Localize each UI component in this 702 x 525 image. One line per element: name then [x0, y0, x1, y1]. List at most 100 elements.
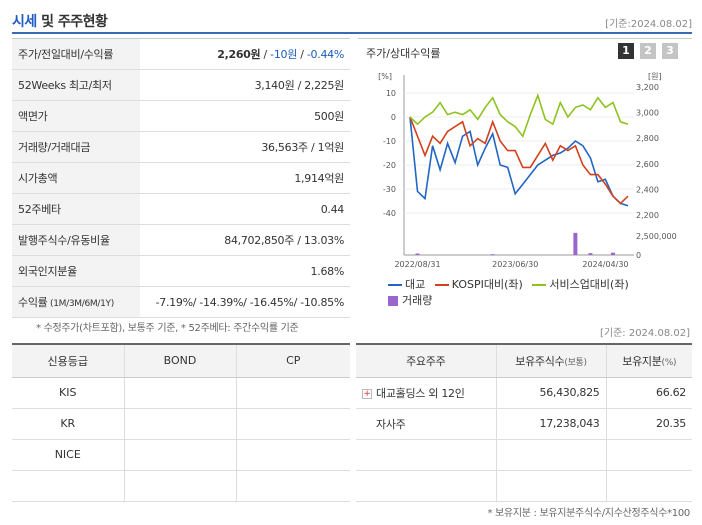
- chart-page-1-button[interactable]: 1: [618, 43, 634, 59]
- table-row: NICE: [12, 439, 350, 471]
- quote-table: 주가/전일대비/수익률 2,260원 / -10원 / -0.44% 52Wee…: [12, 38, 350, 318]
- bond-rating: [124, 470, 237, 502]
- table-row: 발행주식수/유동비율 84,702,850주 / 13.03%: [12, 224, 350, 256]
- reference-date-2: [기준: 2024.08.02]: [599, 328, 690, 339]
- separator: /: [293, 295, 301, 309]
- legend-label: KOSPI대비(좌): [451, 278, 523, 291]
- volume-value: 36,563주 / 1억원: [140, 131, 350, 163]
- title-rest: 및 주주현황: [36, 14, 108, 30]
- return-1y: -10.85%: [300, 295, 344, 309]
- bond-rating: [124, 408, 237, 440]
- table-row: KIS: [12, 377, 350, 409]
- left-axis-unit: [%]: [378, 72, 392, 81]
- empty-cell: [606, 439, 692, 471]
- empty-cell: [356, 439, 497, 471]
- holder-shares: 56,430,825: [496, 377, 607, 409]
- cp-rating: [236, 377, 350, 409]
- right-tick-label: 3,200: [636, 83, 659, 92]
- table-row: 외국인지분율 1.68%: [12, 255, 350, 287]
- left-tick-label: -30: [383, 185, 396, 194]
- table-row: 주가/전일대비/수익률 2,260원 / -10원 / -0.44%: [12, 38, 350, 70]
- agency-name: [12, 470, 125, 502]
- col-header-text: 보유주식수: [515, 354, 565, 368]
- col-header: BOND: [124, 343, 237, 378]
- price-change-pct: -0.44%: [306, 48, 344, 61]
- col-header: 주요주주: [356, 343, 497, 378]
- return-label: 수익률 (1M/3M/6M/1Y): [12, 286, 140, 318]
- foreign-label: 외국인지분율: [12, 255, 140, 287]
- shareholders-footnote: * 보유지분 : 보유지분주식수/지수산정주식수*100: [487, 508, 690, 519]
- cp-rating: [236, 439, 350, 471]
- current-price: 2,260원: [217, 48, 261, 61]
- expand-plus-icon[interactable]: +: [362, 388, 372, 399]
- section-header: 시세 및 주주현황 [기준:2024.08.02]: [12, 8, 692, 34]
- empty-cell: [496, 470, 607, 502]
- col-header: 신용등급: [12, 343, 125, 378]
- shares-label: 발행주식수/유동비율: [12, 224, 140, 256]
- left-tick-label: 10: [386, 89, 396, 98]
- chart-title: 주가/상대수익률: [366, 47, 441, 60]
- table-row: + 대교홀딩스 외 12인 56,430,825 66.62: [356, 377, 692, 409]
- holder-name: + 대교홀딩스 외 12인: [356, 377, 497, 409]
- w52-value: 3,140원 / 2,225원: [140, 69, 350, 101]
- beta-value: 0.44: [140, 193, 350, 225]
- legend-label: 대교: [405, 278, 426, 291]
- right-tick-label: 2,400: [636, 185, 659, 194]
- legend-item-volume: 거래량: [388, 293, 432, 309]
- shares-value: 84,702,850주 / 13.03%: [140, 224, 350, 256]
- x-tick-label: 2024/04/30: [582, 260, 628, 269]
- table-row: [12, 470, 350, 502]
- par-value: 500원: [140, 100, 350, 132]
- holder-pct: 20.35: [606, 408, 692, 440]
- return-value: -7.19%/ -14.39%/ -16.45%/ -10.85%: [140, 286, 350, 318]
- table-row: 자사주 17,238,043 20.35: [356, 408, 692, 440]
- empty-cell: [496, 439, 607, 471]
- table-row: [356, 439, 692, 471]
- price-value: 2,260원 / -10원 / -0.44%: [140, 38, 350, 70]
- volume-bar: [588, 253, 593, 255]
- holder-name: 자사주: [356, 408, 497, 440]
- return-6m: -16.45%: [249, 295, 294, 309]
- chart-legend: 대교 KOSPI대비(좌) 서비스업대비(좌) 거래량: [388, 275, 688, 311]
- price-label: 주가/전일대비/수익률: [12, 38, 140, 70]
- left-tick-label: -20: [383, 161, 396, 170]
- w52-label: 52Weeks 최고/최저: [12, 69, 140, 101]
- reference-date: [기준:2024.08.02]: [605, 19, 692, 30]
- legend-swatch: [388, 296, 398, 306]
- beta-label: 52주베타: [12, 193, 140, 225]
- volume-bar: [573, 232, 578, 255]
- holder-name-text: 대교홀딩스 외 12인: [376, 386, 465, 400]
- x-tick-label: 2023/06/30: [492, 260, 538, 269]
- col-header: 보유지분(%): [606, 343, 692, 378]
- left-tick-label: -10: [383, 137, 396, 146]
- table-header-row: 주요주주 보유주식수(보통) 보유지분(%): [356, 343, 692, 378]
- legend-item-service: 서비스업대비(좌): [532, 277, 629, 293]
- credit-rating-table: 신용등급 BOND CP KIS KR NICE: [12, 343, 350, 502]
- legend-swatch: [388, 284, 402, 286]
- legend-label: 거래량: [402, 294, 433, 307]
- volume-bar: [610, 252, 615, 255]
- table-row: 거래량/거래대금 36,563주 / 1억원: [12, 131, 350, 163]
- empty-cell: [606, 470, 692, 502]
- legend-label: 서비스업대비(좌): [549, 278, 629, 291]
- series-line-2: [409, 116, 629, 205]
- line-chart: [%] [원] 10 0 -10 -20 -30 -40 3,200 3,000 2,800 2,60…: [378, 72, 677, 269]
- col-header-text: 보유지분: [622, 354, 662, 368]
- cp-rating: [236, 408, 350, 440]
- table-row: 시가총액 1,914억원: [12, 162, 350, 194]
- volume-bar: [415, 253, 420, 255]
- agency-name: KIS: [12, 377, 125, 409]
- foreign-value: 1.68%: [140, 255, 350, 287]
- mcap-label: 시가총액: [12, 162, 140, 194]
- chart-page-3-button[interactable]: 3: [662, 43, 678, 59]
- table-row: 수익률 (1M/3M/6M/1Y) -7.19%/ -14.39%/ -16.4…: [12, 286, 350, 318]
- table-row: 52Weeks 최고/최저 3,140원 / 2,225원: [12, 69, 350, 101]
- legend-item-kospi: KOSPI대비(좌): [434, 277, 523, 293]
- chart-page-2-button[interactable]: 2: [640, 43, 656, 59]
- return-period: (1M/3M/6M/1Y): [47, 299, 114, 309]
- series-line-3: [409, 92, 629, 138]
- right-tick-label: 2,800: [636, 134, 659, 143]
- volume-tick-label: 2,500,000: [636, 232, 677, 241]
- holder-shares: 17,238,043: [496, 408, 607, 440]
- right-tick-label: 2,200: [636, 211, 659, 220]
